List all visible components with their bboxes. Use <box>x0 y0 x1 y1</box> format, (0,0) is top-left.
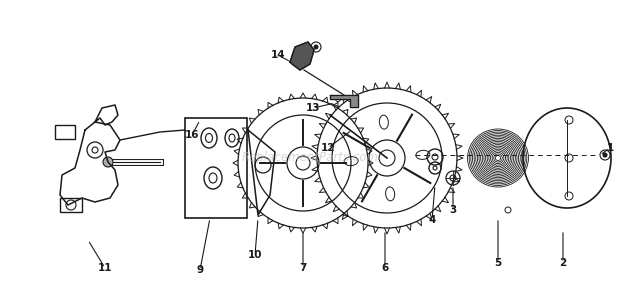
Circle shape <box>311 42 321 52</box>
Text: 6: 6 <box>381 263 389 273</box>
Bar <box>185 118 247 218</box>
Text: 2: 2 <box>559 258 567 268</box>
Circle shape <box>603 153 607 157</box>
Text: 14: 14 <box>271 50 285 60</box>
Text: ReplacementParts.com: ReplacementParts.com <box>242 151 378 164</box>
Text: 7: 7 <box>299 263 307 273</box>
Text: 9: 9 <box>197 265 203 275</box>
Text: 16: 16 <box>185 130 199 140</box>
Polygon shape <box>330 95 358 107</box>
Text: 5: 5 <box>494 258 502 268</box>
Text: 12: 12 <box>321 143 335 153</box>
Text: 13: 13 <box>306 103 321 113</box>
Text: 1: 1 <box>606 143 614 153</box>
Polygon shape <box>290 42 314 70</box>
Bar <box>60 198 82 212</box>
Text: 4: 4 <box>428 215 436 225</box>
Text: 3: 3 <box>450 205 456 215</box>
Text: 11: 11 <box>98 263 112 273</box>
Bar <box>55 125 75 139</box>
Circle shape <box>314 45 318 49</box>
Circle shape <box>103 157 113 167</box>
Text: 10: 10 <box>248 250 262 260</box>
